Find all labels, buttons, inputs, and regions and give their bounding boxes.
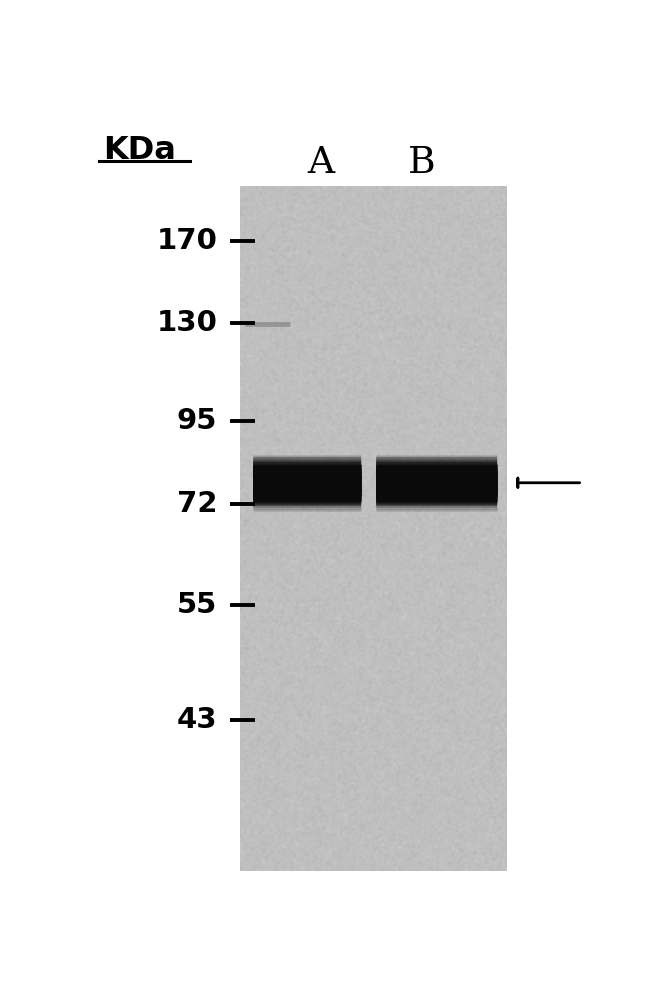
Bar [240,186,507,871]
Text: 130: 130 [157,310,217,338]
Text: 43: 43 [177,707,217,735]
Text: KDa: KDa [103,135,176,166]
Text: 55: 55 [177,591,217,619]
Text: B: B [408,145,435,181]
Text: 72: 72 [177,490,217,519]
Text: 95: 95 [177,407,217,435]
Text: A: A [307,145,334,181]
Text: 170: 170 [157,226,217,254]
